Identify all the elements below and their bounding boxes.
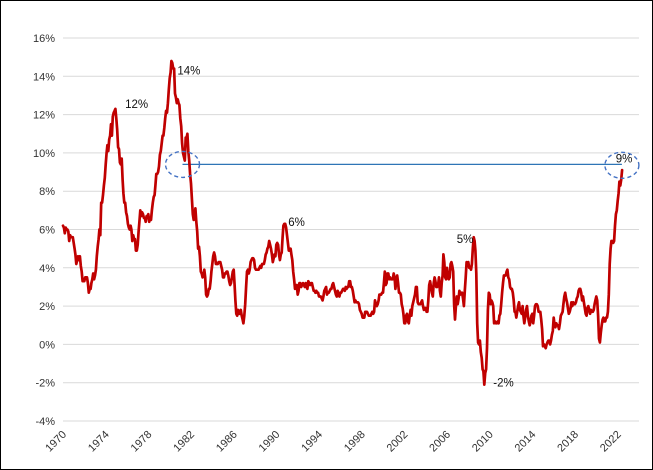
y-axis-tick-label: 4% xyxy=(39,263,55,275)
annotation-12pct: 12% xyxy=(125,99,148,111)
y-axis-tick-label: 16% xyxy=(33,33,55,45)
x-axis-tick-label: 2014 xyxy=(513,429,539,455)
x-axis-tick-label: 1982 xyxy=(171,429,197,455)
x-axis-tick-label: 2002 xyxy=(385,429,411,455)
annotation-9pct: 9% xyxy=(616,154,633,166)
x-axis-tick-label: 1998 xyxy=(342,429,368,455)
y-axis-tick-label: -2% xyxy=(35,378,55,390)
annotation-6pct: 6% xyxy=(288,217,305,229)
x-axis-tick-label: 1994 xyxy=(299,429,325,455)
y-axis-tick-label: 10% xyxy=(33,148,55,160)
y-axis-tick-label: 12% xyxy=(33,110,55,122)
highlight-circle-1981 xyxy=(164,150,201,179)
highlight-circle-2022 xyxy=(604,151,640,180)
y-axis-tick-label: 8% xyxy=(39,186,55,198)
annotation-5pct: 5% xyxy=(457,234,474,246)
y-axis-tick-label: 14% xyxy=(33,71,55,83)
x-axis-tick-label: 2010 xyxy=(470,429,496,455)
inflation-series-line xyxy=(61,59,624,386)
y-axis-tick-label: 2% xyxy=(39,301,55,313)
y-axis-tick-label: 6% xyxy=(39,225,55,237)
x-axis-tick-label: 1990 xyxy=(257,429,283,455)
x-axis-tick-label: 1974 xyxy=(86,429,112,455)
x-axis-tick-label: 2018 xyxy=(555,429,581,455)
y-axis-tick-label: -4% xyxy=(35,416,55,428)
x-axis-tick-label: 2022 xyxy=(598,429,624,455)
annotation-14pct: 14% xyxy=(177,66,200,78)
y-axis-tick-label: 0% xyxy=(39,339,55,351)
annotation-neg-2pct: -2% xyxy=(493,378,513,390)
x-axis-tick-label: 1986 xyxy=(214,429,240,455)
x-axis-tick-label: 2006 xyxy=(427,429,453,455)
x-axis-tick-label: 1970 xyxy=(43,429,69,455)
x-axis-tick-label: 1978 xyxy=(129,429,155,455)
